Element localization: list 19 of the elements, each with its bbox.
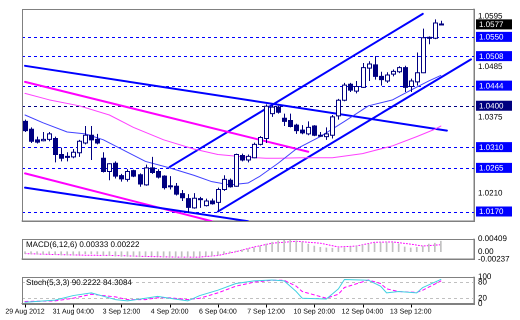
y-tick-label: 1.0210 xyxy=(478,188,504,198)
y-tick-label: 1.0595 xyxy=(478,11,504,20)
ref-line-label: 1.0444 xyxy=(479,81,504,90)
ref-line-label: 1.0310 xyxy=(479,142,504,152)
ref-line-label: 1.0170 xyxy=(479,207,504,216)
ref-line-label: 1.0400 xyxy=(479,102,504,111)
ref-line-label: 1.0508 xyxy=(479,52,504,61)
line-series xyxy=(24,240,442,258)
y-tick-label: 1.0375 xyxy=(478,112,504,122)
text: 1.0577 xyxy=(479,20,504,30)
chart-title: MACD(6,12,6) 0.00333 0.00222 xyxy=(26,240,140,250)
chart-title: Stoch(5,3,3) 90.2222 84.3084 xyxy=(26,278,132,288)
ref-line-label: 1.0265 xyxy=(479,164,504,173)
y-tick-label: 20 xyxy=(478,293,488,302)
y-tick-label: 0.00409 xyxy=(478,234,508,244)
y-tick-label: -0.00237 xyxy=(478,254,510,264)
y-tick-label: 1.0485 xyxy=(478,62,504,71)
y-tick-label: 0.00 xyxy=(478,246,494,256)
ref-line-label: 1.0550 xyxy=(479,32,504,42)
